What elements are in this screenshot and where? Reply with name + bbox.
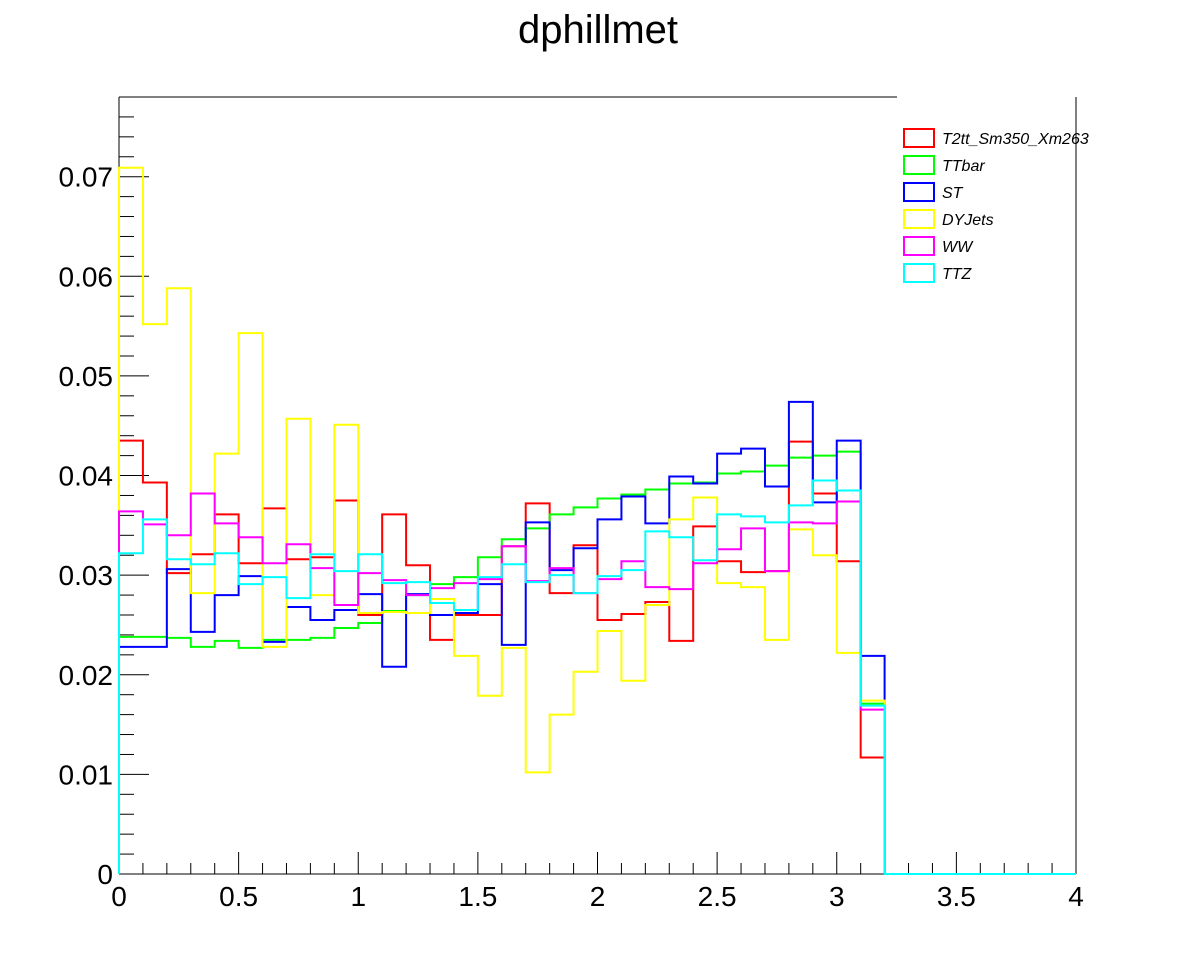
y-tick-label: 0.05 <box>59 361 114 392</box>
x-tick-label: 2 <box>590 881 606 912</box>
y-tick-label: 0 <box>97 859 113 890</box>
y-tick-label: 0.01 <box>59 759 114 790</box>
legend-label: TTZ <box>942 266 973 283</box>
x-tick-label: 3 <box>829 881 845 912</box>
legend-swatch <box>903 155 935 175</box>
legend-label: WW <box>942 239 974 256</box>
legend-label: T2tt_Sm350_Xm263 <box>942 131 1089 148</box>
series-layer <box>118 166 1076 875</box>
legend-label: TTbar <box>942 158 985 175</box>
legend: T2tt_Sm350_Xm263 TTbar ST DYJets WW TTZ <box>903 128 1089 283</box>
y-tick-label: 0.06 <box>59 261 114 292</box>
legend-swatch <box>903 236 935 256</box>
series-line-dyjets <box>118 166 1076 875</box>
y-tick-label: 0.04 <box>59 461 114 492</box>
x-tick-label: 4 <box>1068 881 1084 912</box>
x-tick-label: 0 <box>111 881 127 912</box>
legend-swatch <box>903 263 935 283</box>
x-tick-label: 2.5 <box>698 881 737 912</box>
y-tick-label: 0.07 <box>59 162 114 193</box>
series-line-ttz <box>118 479 1076 875</box>
legend-swatch <box>903 128 935 148</box>
axes-layer: 0 0.5 1 1.5 2 2.5 3 3.5 4 0 0.01 0.02 0.03 0.04 0.05 0.… <box>59 96 1084 912</box>
y-tick-label: 0.03 <box>59 560 114 591</box>
y-tick-label: 0.02 <box>59 660 114 691</box>
x-tick-label: 1.5 <box>458 881 497 912</box>
x-tick-label: 3.5 <box>937 881 976 912</box>
legend-label: DYJets <box>942 212 994 229</box>
legend-swatch <box>903 209 935 229</box>
x-tick-label: 1 <box>350 881 366 912</box>
legend-swatch <box>903 182 935 202</box>
chart-title: dphillmet <box>517 8 679 52</box>
legend-label: ST <box>942 185 964 202</box>
x-tick-label: 0.5 <box>219 881 258 912</box>
